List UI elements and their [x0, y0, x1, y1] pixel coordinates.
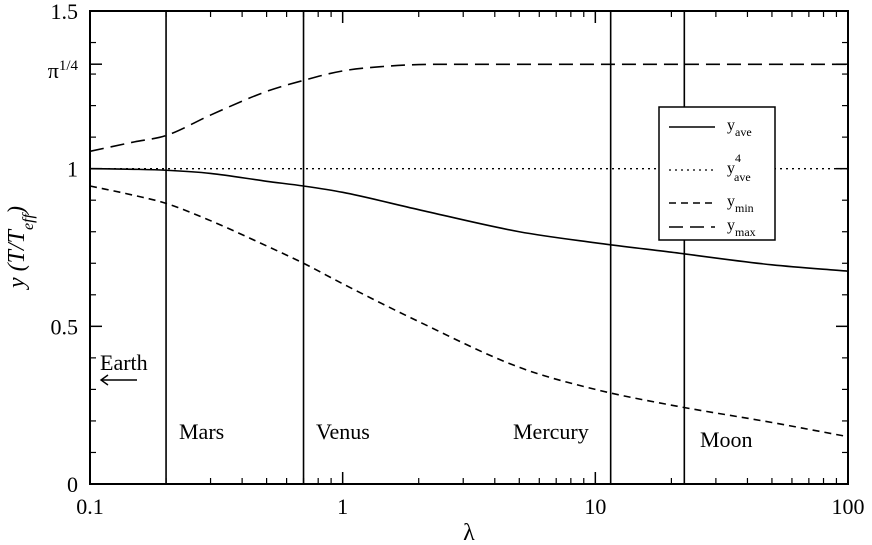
earth-arrow	[99, 374, 137, 386]
y-tick-label: 0	[67, 472, 78, 497]
x-axis-title: λ	[463, 520, 475, 545]
legend-label-0: yave	[727, 117, 752, 139]
planet-label-moon: Moon	[700, 427, 753, 452]
planet-label-venus: Venus	[316, 419, 370, 444]
earth-label: Earth	[100, 350, 148, 375]
y-tick-label: π1/4	[48, 58, 79, 83]
legend-label-2: ymin	[727, 193, 754, 215]
planet-label-mars: Mars	[179, 419, 224, 444]
x-tick-label: 10	[584, 494, 606, 519]
plot-frame	[89, 10, 849, 485]
y-tick-label: 0.5	[51, 314, 79, 339]
y-tick-label: 1	[67, 157, 78, 182]
x-tick-label: 0.1	[76, 494, 104, 519]
svg-text:y (T/Teff): y (T/Teff)	[4, 206, 37, 290]
y-axis-title: y (T/Teff)	[4, 206, 37, 290]
legend-label-3: ymax	[727, 217, 756, 239]
legend-label-1: y4 ave	[727, 151, 751, 184]
annotations: Mars Venus Mercury Moon Earth	[99, 350, 753, 452]
x-tick-label: 100	[832, 494, 865, 519]
planet-label-mercury: Mercury	[513, 419, 589, 444]
x-tick-label: 1	[337, 494, 348, 519]
legend-box	[658, 106, 776, 241]
axis-ticks: 0.1 1 10 100 0 0.5 1 π1/4 1.5	[48, 0, 865, 519]
vertical-lines	[165, 11, 686, 484]
series-line-3	[89, 63, 848, 153]
y-tick-label: 1.5	[51, 0, 79, 24]
